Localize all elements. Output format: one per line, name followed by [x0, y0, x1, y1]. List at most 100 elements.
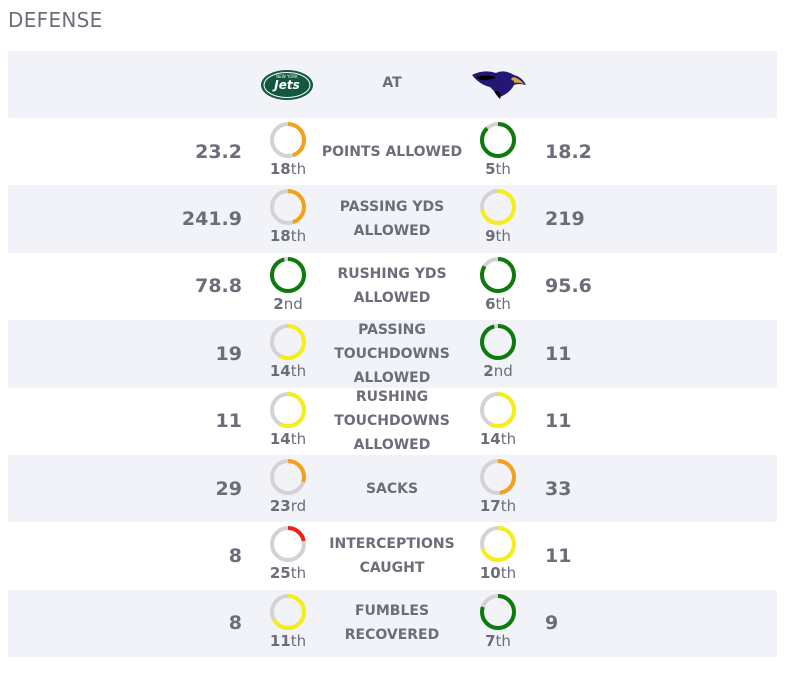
left-rank-ring-icon — [270, 189, 306, 226]
rank-suffix: th — [495, 631, 511, 650]
svg-text:NEW YORK: NEW YORK — [276, 74, 298, 79]
jets-stat-value: 19 — [215, 342, 242, 365]
rank-suffix: th — [495, 227, 511, 246]
ravens-stat-rank: 2nd — [468, 362, 528, 380]
ring-progress — [480, 256, 516, 293]
ring-progress — [270, 256, 306, 293]
rank-number: 18 — [269, 227, 291, 246]
rank-suffix: th — [495, 294, 511, 313]
table-row: 8 11th FUMBLES RECOVERED 7th 9 — [8, 589, 777, 658]
left-rank-ring-icon — [270, 593, 306, 630]
right-rank-ring-icon — [480, 256, 516, 293]
right-rank-ring-icon — [480, 324, 516, 361]
rank-number: 2 — [483, 362, 494, 381]
stat-label: POINTS ALLOWED — [321, 143, 463, 160]
ravens-stat-rank: 6th — [468, 295, 528, 313]
ring-progress — [270, 526, 306, 563]
table-header: Jets NEW YORK AT — [8, 51, 777, 118]
ring-progress — [270, 391, 306, 428]
ravens-logo-icon — [472, 71, 526, 99]
left-rank-ring-icon — [270, 391, 306, 428]
rank-number: 5 — [485, 160, 496, 178]
ring-progress — [270, 324, 306, 361]
rank-suffix: th — [290, 160, 307, 178]
defense-comparison-table: Jets NEW YORK AT 23.2 18th POINTS ALLOWED 5… — [8, 51, 777, 658]
rank-number: 14 — [269, 429, 291, 448]
jets-stat-value: 78.8 — [195, 275, 242, 298]
left-rank-ring-icon — [270, 122, 306, 158]
rank-number: 14 — [479, 429, 501, 448]
table-row: 19 14th PASSING TOUCHDOWNS ALLOWED 2nd 11 — [8, 320, 777, 388]
ring-progress — [480, 526, 516, 563]
left-rank-ring-icon — [270, 256, 306, 293]
left-rank-ring-icon — [270, 526, 306, 563]
rank-suffix: th — [290, 429, 307, 448]
jets-stat-rank: 25th — [258, 564, 318, 582]
ring-progress — [270, 122, 306, 158]
rank-suffix: th — [500, 496, 517, 515]
stat-label: SACKS — [365, 480, 419, 497]
stat-label: RUSHING YDS ALLOWED — [337, 266, 447, 307]
jets-stat-rank: 18th — [258, 160, 318, 178]
rank-suffix: th — [290, 564, 307, 583]
table-row: 8 25th INTERCEPTIONS CAUGHT 10th 11 — [8, 522, 777, 589]
jets-stat-value: 23.2 — [195, 140, 242, 163]
stat-label: FUMBLES RECOVERED — [344, 603, 440, 644]
rank-suffix: th — [290, 227, 307, 246]
rank-suffix: nd — [283, 294, 303, 313]
table-row: 78.8 2nd RUSHING YDS ALLOWED 6th 95.6 — [8, 253, 777, 320]
jets-stat-value: 29 — [215, 477, 242, 500]
rank-suffix: nd — [493, 362, 513, 381]
table-body: 23.2 18th POINTS ALLOWED 5th 18.2 241.9 18th PA… — [8, 118, 777, 658]
right-rank-ring-icon — [480, 593, 516, 630]
table-row: 29 23rd SACKS 17th 33 — [8, 454, 777, 523]
ravens-stat-value: 18.2 — [545, 140, 592, 163]
ravens-stat-value: 11 — [545, 410, 572, 433]
right-rank-ring-icon — [480, 122, 516, 158]
ravens-stat-rank: 14th — [468, 430, 528, 448]
table-row: 241.9 18th PASSING YDS ALLOWED 9th 219 — [8, 185, 777, 253]
ravens-stat-rank: 5th — [468, 160, 528, 178]
ring-progress — [480, 324, 516, 361]
rank-number: 17 — [479, 496, 501, 515]
ring-progress — [480, 391, 516, 428]
rank-number: 14 — [269, 362, 291, 381]
ring-progress — [270, 189, 306, 226]
ravens-stat-value: 33 — [545, 477, 572, 500]
table-row: 11 14th RUSHING TOUCHDOWNS ALLOWED 14th 11 — [8, 388, 777, 455]
rank-suffix: th — [500, 564, 517, 583]
ravens-stat-value: 11 — [545, 545, 572, 568]
rank-number: 11 — [269, 631, 291, 650]
svg-text:Jets: Jets — [272, 78, 299, 92]
jets-stat-rank: 23rd — [258, 497, 318, 515]
rank-suffix: th — [500, 429, 517, 448]
rank-suffix: th — [495, 160, 511, 178]
rank-number: 25 — [269, 564, 291, 583]
jets-stat-rank: 18th — [258, 227, 318, 245]
jets-logo-icon: Jets NEW YORK — [261, 70, 313, 100]
left-rank-ring-icon — [270, 324, 306, 361]
jets-stat-value: 8 — [228, 612, 242, 635]
rank-suffix: th — [290, 362, 307, 381]
rank-number: 18 — [269, 160, 291, 178]
stat-label: PASSING YDS ALLOWED — [339, 199, 445, 240]
right-rank-ring-icon — [480, 458, 516, 495]
right-rank-ring-icon — [480, 391, 516, 428]
jets-stat-rank: 14th — [258, 362, 318, 380]
jets-stat-rank: 14th — [258, 430, 318, 448]
stat-label: PASSING TOUCHDOWNS ALLOWED — [334, 321, 450, 386]
rank-number: 6 — [485, 294, 496, 313]
left-rank-ring-icon — [270, 458, 306, 495]
rank-number: 7 — [485, 631, 496, 650]
ring-progress — [480, 122, 516, 158]
rank-suffix: rd — [290, 496, 307, 515]
ravens-stat-value: 95.6 — [545, 275, 592, 298]
ravens-stat-rank: 17th — [468, 497, 528, 515]
ravens-stat-rank: 10th — [468, 564, 528, 582]
rank-number: 9 — [485, 227, 496, 246]
right-rank-ring-icon — [480, 526, 516, 563]
jets-stat-value: 241.9 — [181, 208, 242, 231]
jets-stat-rank: 2nd — [258, 295, 318, 313]
stat-label: INTERCEPTIONS CAUGHT — [329, 536, 455, 577]
rank-suffix: th — [290, 631, 307, 650]
